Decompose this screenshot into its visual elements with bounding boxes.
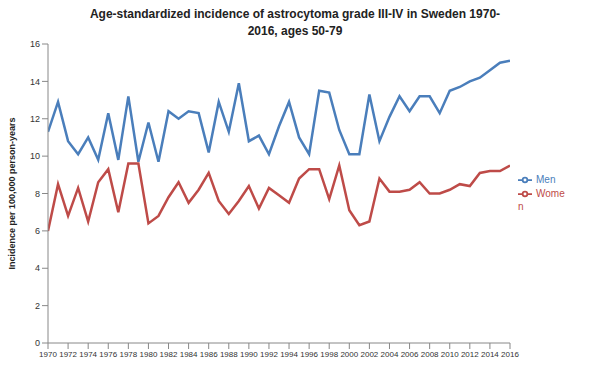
svg-text:1976: 1976 — [99, 350, 117, 359]
svg-text:2004: 2004 — [381, 350, 399, 359]
svg-text:1984: 1984 — [180, 350, 198, 359]
svg-text:1972: 1972 — [59, 350, 77, 359]
svg-text:2016: 2016 — [501, 350, 519, 359]
svg-text:0: 0 — [35, 338, 40, 348]
svg-text:12: 12 — [30, 114, 40, 124]
svg-text:1990: 1990 — [240, 350, 258, 359]
svg-text:1978: 1978 — [119, 350, 137, 359]
html-text:Women: Women — [518, 187, 565, 212]
svg-text:1982: 1982 — [160, 350, 178, 359]
svg-text:16: 16 — [30, 39, 40, 49]
html-text:Age-standardized incidence of: Age-standardized incidence of astrocytom… — [89, 7, 500, 38]
svg-text:2006: 2006 — [401, 350, 419, 359]
svg-text:6: 6 — [35, 226, 40, 236]
svg-text:10: 10 — [30, 151, 40, 161]
svg-text:2002: 2002 — [360, 350, 378, 359]
svg-text:1974: 1974 — [79, 350, 97, 359]
svg-text:2: 2 — [35, 301, 40, 311]
svg-text:4: 4 — [35, 263, 40, 273]
svg-text:2008: 2008 — [421, 350, 439, 359]
svg-text:1994: 1994 — [280, 350, 298, 359]
svg-text:1998: 1998 — [320, 350, 338, 359]
svg-text:1980: 1980 — [140, 350, 158, 359]
svg-text:2000: 2000 — [340, 350, 358, 359]
svg-text:8: 8 — [35, 189, 40, 199]
svg-text:1970: 1970 — [39, 350, 57, 359]
svg-text:1986: 1986 — [200, 350, 218, 359]
svg-text:2010: 2010 — [441, 350, 459, 359]
svg-text:1996: 1996 — [300, 350, 318, 359]
svg-text:2014: 2014 — [481, 350, 499, 359]
html-text:Men: Men — [536, 173, 556, 185]
svg-text:1988: 1988 — [220, 350, 238, 359]
svg-text:Incidence per 100,000 person-y: Incidence per 100,000 person-years — [8, 117, 17, 269]
svg-text:1992: 1992 — [260, 350, 278, 359]
svg-text:14: 14 — [30, 77, 40, 87]
svg-text:2012: 2012 — [461, 350, 479, 359]
